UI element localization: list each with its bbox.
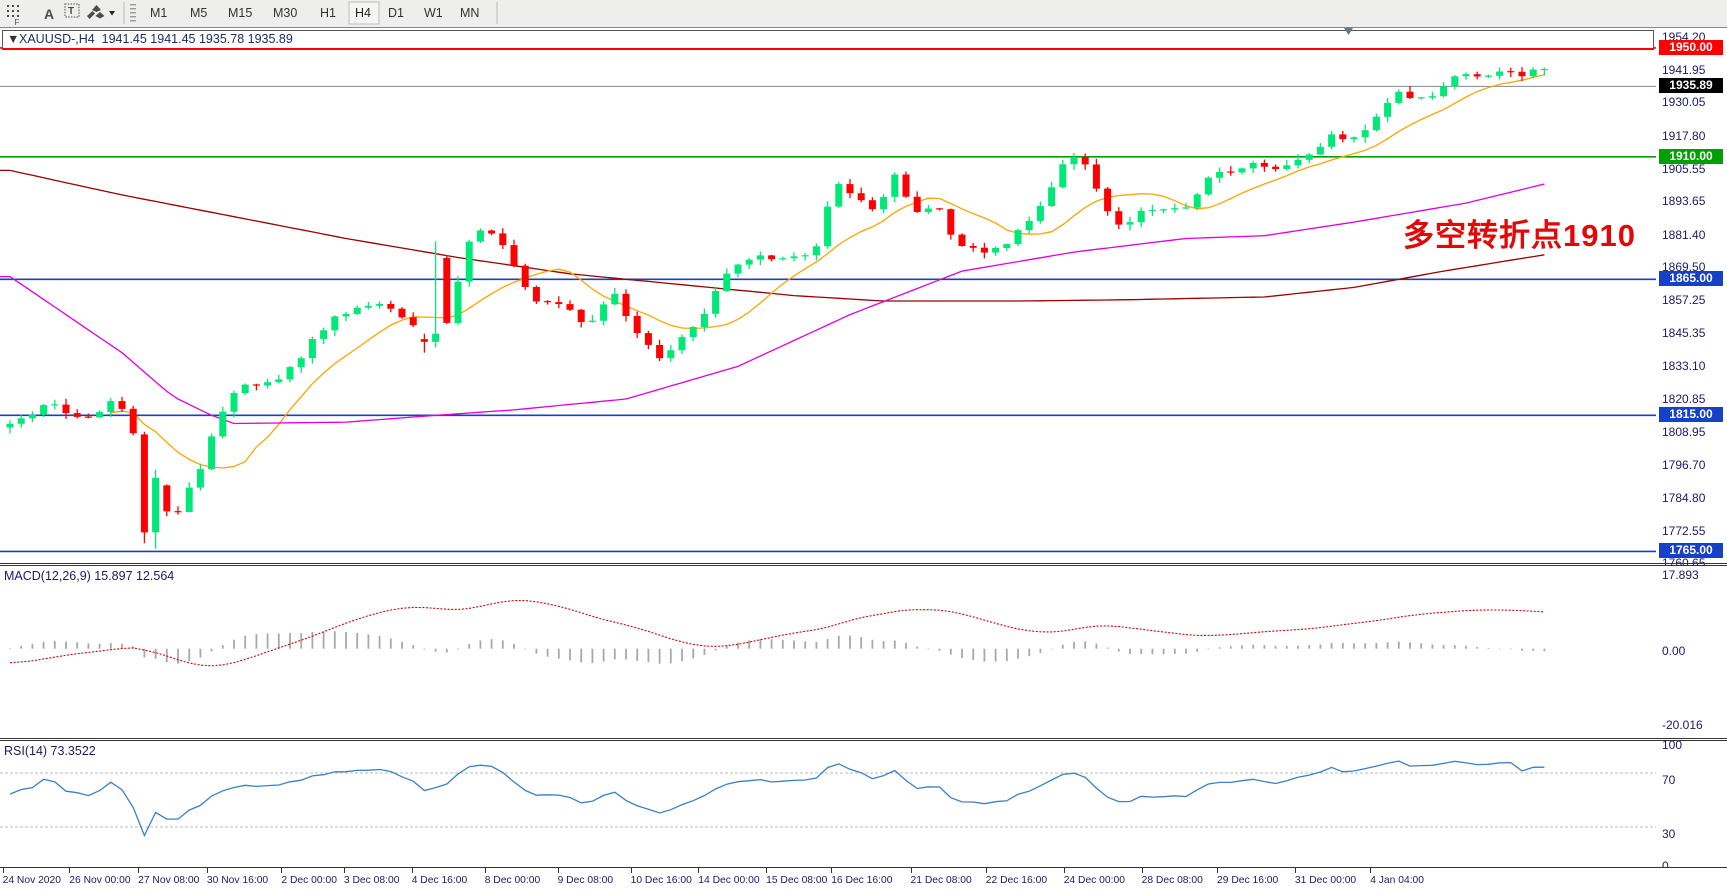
svg-text:W1: W1 [424,6,443,20]
svg-text:M30: M30 [273,6,297,20]
svg-text:M15: M15 [228,6,252,20]
svg-text:T: T [68,6,74,17]
svg-text:F: F [15,18,20,27]
svg-text:H4: H4 [355,6,371,20]
svg-text:H1: H1 [320,6,336,20]
svg-text:M1: M1 [150,6,167,20]
svg-text:D1: D1 [388,6,404,20]
svg-text:A: A [44,6,54,22]
svg-text:MN: MN [460,6,479,20]
svg-text:M5: M5 [190,6,207,20]
